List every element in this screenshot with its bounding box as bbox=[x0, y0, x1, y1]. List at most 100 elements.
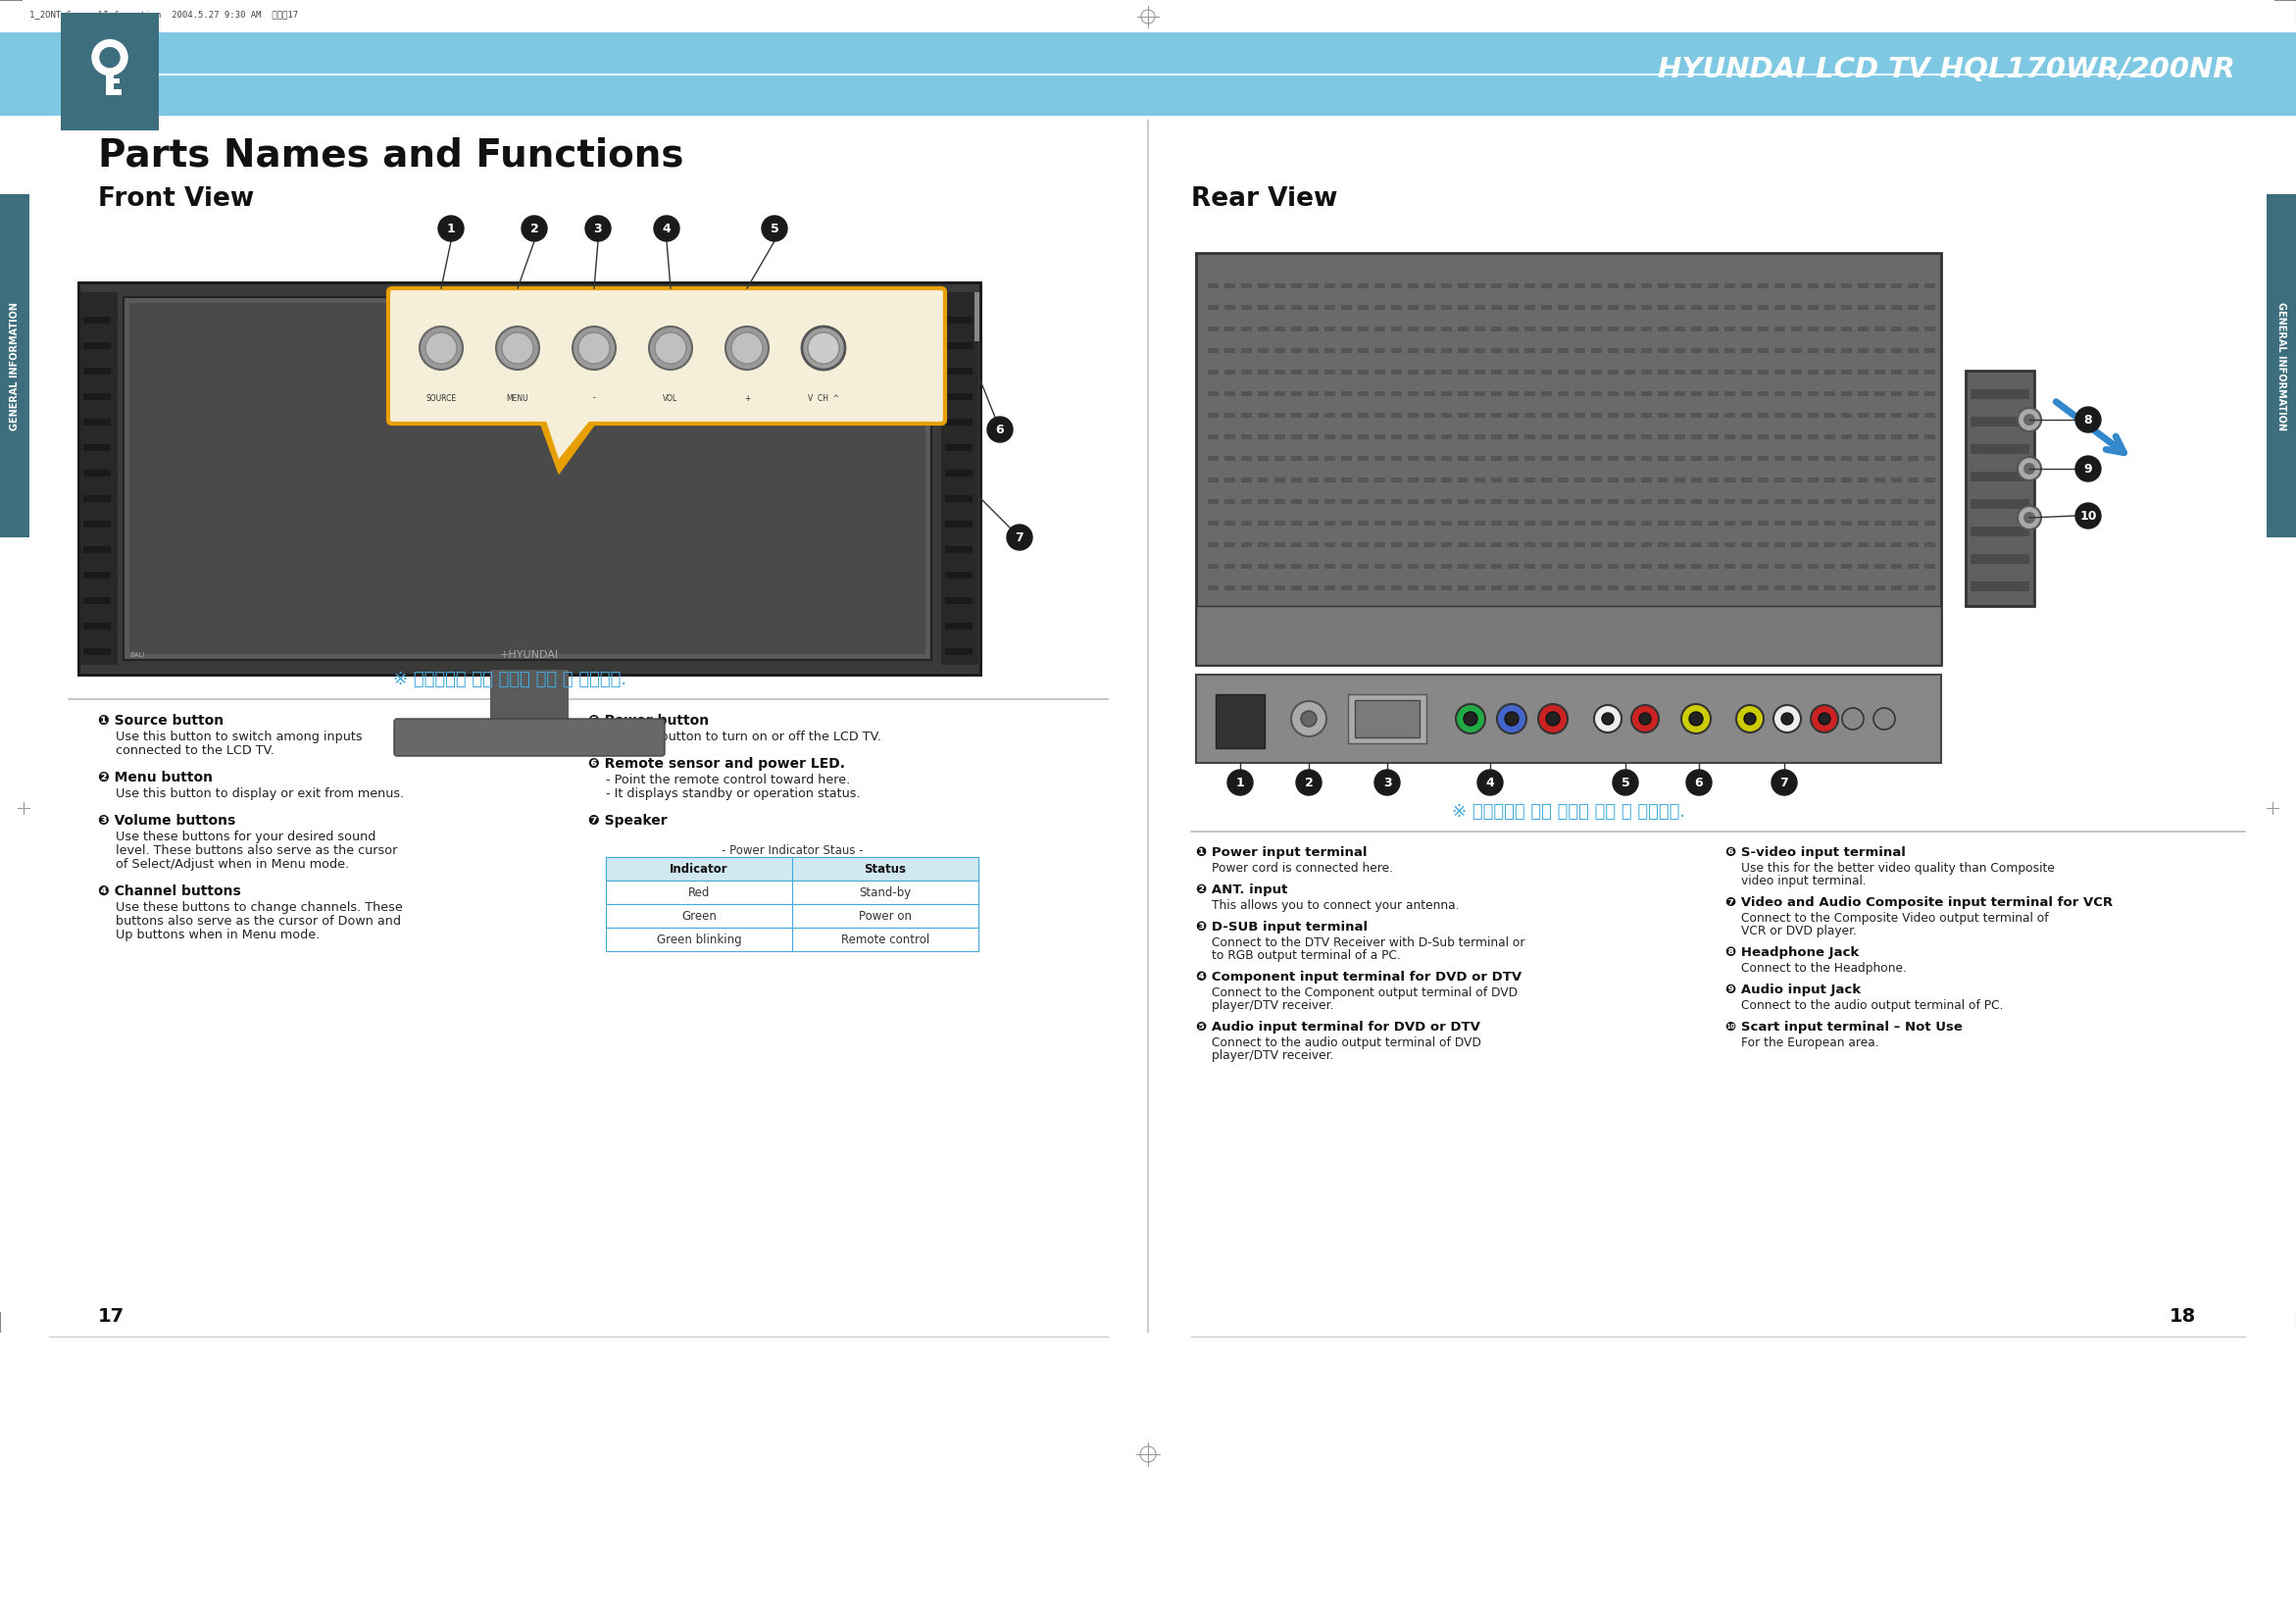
Bar bbox=[1274, 326, 1286, 331]
Bar bbox=[1557, 305, 1568, 310]
Bar bbox=[1242, 283, 1251, 288]
Bar bbox=[946, 444, 974, 451]
Bar bbox=[1474, 391, 1486, 396]
Bar bbox=[1591, 478, 1603, 483]
Text: VCR or DVD player.: VCR or DVD player. bbox=[1740, 924, 1857, 937]
Bar bbox=[1924, 543, 1936, 548]
Bar bbox=[1807, 305, 1818, 310]
Bar bbox=[1341, 499, 1352, 504]
Bar bbox=[1892, 435, 1901, 440]
Bar bbox=[1224, 326, 1235, 331]
Bar bbox=[1607, 456, 1619, 461]
Bar bbox=[1759, 456, 1768, 461]
Bar bbox=[1407, 283, 1419, 288]
Bar bbox=[1626, 629, 1635, 633]
Bar bbox=[1557, 585, 1568, 590]
Bar bbox=[1224, 478, 1235, 483]
Bar bbox=[83, 470, 110, 477]
Bar bbox=[946, 419, 974, 425]
Bar bbox=[1557, 499, 1568, 504]
Bar bbox=[83, 494, 110, 503]
Bar bbox=[83, 444, 110, 451]
Bar bbox=[1575, 412, 1584, 417]
Bar bbox=[0, 116, 2296, 1341]
Bar bbox=[1674, 543, 1685, 548]
Bar bbox=[1591, 326, 1603, 331]
Bar bbox=[1258, 456, 1270, 461]
Bar bbox=[1857, 347, 1869, 352]
Bar bbox=[1391, 435, 1403, 440]
Bar bbox=[1424, 499, 1435, 504]
Bar bbox=[1841, 543, 1853, 548]
Bar bbox=[1708, 435, 1720, 440]
Text: Power cord is connected here.: Power cord is connected here. bbox=[1212, 861, 1394, 874]
Bar bbox=[1759, 650, 1768, 654]
Bar bbox=[1642, 370, 1651, 375]
Bar bbox=[1908, 499, 1919, 504]
Bar bbox=[1274, 305, 1286, 310]
Bar bbox=[1557, 650, 1568, 654]
Bar bbox=[1892, 629, 1901, 633]
Bar bbox=[1759, 478, 1768, 483]
Polygon shape bbox=[544, 417, 592, 459]
Bar bbox=[1674, 585, 1685, 590]
Bar bbox=[1325, 564, 1336, 569]
Text: player/DTV receiver.: player/DTV receiver. bbox=[1212, 999, 1334, 1012]
Bar bbox=[1607, 585, 1619, 590]
Bar bbox=[1892, 370, 1901, 375]
Bar bbox=[946, 494, 974, 503]
Bar bbox=[1557, 412, 1568, 417]
Bar bbox=[1258, 412, 1270, 417]
Bar bbox=[1775, 435, 1786, 440]
Bar bbox=[83, 598, 110, 604]
Text: video input terminal.: video input terminal. bbox=[1740, 874, 1867, 887]
Bar bbox=[1807, 650, 1818, 654]
Bar bbox=[1424, 629, 1435, 633]
Bar bbox=[1658, 370, 1669, 375]
Bar bbox=[1407, 520, 1419, 525]
Bar bbox=[1258, 499, 1270, 504]
Bar bbox=[1208, 520, 1219, 525]
Bar bbox=[1442, 608, 1451, 612]
Bar bbox=[1591, 608, 1603, 612]
Bar bbox=[1442, 347, 1451, 352]
Bar bbox=[1309, 283, 1318, 288]
Bar bbox=[1607, 629, 1619, 633]
Bar bbox=[1525, 326, 1536, 331]
Text: HYUNDAI LCD TV HQL170WR/200NR: HYUNDAI LCD TV HQL170WR/200NR bbox=[1658, 55, 2236, 82]
Circle shape bbox=[732, 333, 762, 364]
Bar bbox=[1407, 456, 1419, 461]
Text: BALI: BALI bbox=[129, 653, 145, 658]
Text: ❶ Power input terminal: ❶ Power input terminal bbox=[1196, 847, 1366, 860]
Circle shape bbox=[503, 333, 533, 364]
Text: to RGB output terminal of a PC.: to RGB output terminal of a PC. bbox=[1212, 949, 1401, 962]
Bar bbox=[1575, 391, 1584, 396]
Bar bbox=[1525, 456, 1536, 461]
Bar bbox=[1391, 347, 1403, 352]
Text: Use this for the better video quality than Composite: Use this for the better video quality th… bbox=[1740, 861, 2055, 874]
Bar bbox=[1325, 347, 1336, 352]
Text: 5: 5 bbox=[769, 221, 778, 234]
Bar bbox=[1607, 370, 1619, 375]
Bar bbox=[1274, 391, 1286, 396]
Bar bbox=[1242, 456, 1251, 461]
Bar bbox=[83, 622, 110, 630]
Bar bbox=[1242, 650, 1251, 654]
Bar bbox=[1290, 347, 1302, 352]
Bar bbox=[1375, 326, 1384, 331]
Bar bbox=[1341, 456, 1352, 461]
Bar bbox=[1825, 499, 1835, 504]
Bar bbox=[1708, 370, 1720, 375]
Bar bbox=[1807, 478, 1818, 483]
Bar bbox=[1874, 520, 1885, 525]
Bar bbox=[83, 419, 110, 425]
Circle shape bbox=[1818, 713, 1830, 724]
Bar bbox=[1791, 456, 1802, 461]
Circle shape bbox=[425, 333, 457, 364]
Bar bbox=[1857, 456, 1869, 461]
Bar bbox=[1892, 283, 1901, 288]
Bar bbox=[402, 719, 657, 748]
Bar bbox=[1674, 326, 1685, 331]
Bar bbox=[1541, 283, 1552, 288]
Text: SOURCE: SOURCE bbox=[425, 394, 457, 402]
